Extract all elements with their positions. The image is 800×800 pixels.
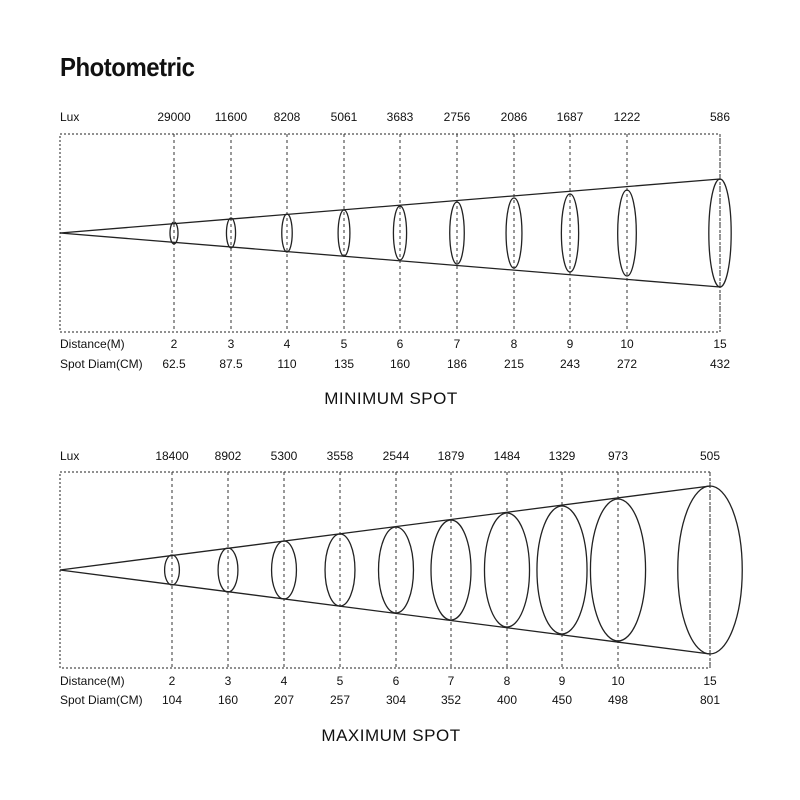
- spot-ellipse: [392, 205, 408, 261]
- spot-ellipse: [708, 178, 732, 288]
- distance-value: 9: [567, 337, 574, 351]
- lux-value: 2756: [444, 110, 471, 124]
- lux-value: 8208: [274, 110, 301, 124]
- panel-caption: MINIMUM SPOT: [324, 389, 458, 408]
- spot-ellipse: [483, 512, 531, 628]
- lux-value: 1484: [494, 449, 521, 463]
- spot-diam-value: 104: [162, 693, 182, 707]
- spot-diam-value: 304: [386, 693, 406, 707]
- beam-lower-edge: [59, 232, 721, 288]
- distance-value: 2: [171, 337, 178, 351]
- spot-diam-value: 87.5: [219, 357, 243, 371]
- lux-value: 5061: [331, 110, 358, 124]
- spot-diam-value: 400: [497, 693, 517, 707]
- spot-diam-value: 62.5: [162, 357, 186, 371]
- lux-value: 3683: [387, 110, 414, 124]
- spot-diam-value: 272: [617, 357, 637, 371]
- spot-diam-value: 186: [447, 357, 467, 371]
- spot-diam-value: 450: [552, 693, 572, 707]
- spot-diam-value: 432: [710, 357, 730, 371]
- distance-value: 7: [448, 674, 455, 688]
- distance-label: Distance(M): [60, 674, 125, 688]
- page-title: Photometric: [60, 52, 195, 82]
- lux-value: 8902: [215, 449, 242, 463]
- spot-ellipse: [169, 221, 179, 245]
- distance-value: 10: [620, 337, 634, 351]
- spot-ellipse: [505, 197, 523, 269]
- distance-value: 15: [713, 337, 727, 351]
- spot-diam-value: 352: [441, 693, 461, 707]
- distance-value: 3: [225, 674, 232, 688]
- lux-value: 973: [608, 449, 628, 463]
- spot-ellipse: [217, 547, 239, 593]
- spot-ellipse: [324, 533, 356, 607]
- spot-diam-value: 110: [277, 357, 296, 371]
- panel-caption: MAXIMUM SPOT: [321, 726, 460, 745]
- spot-ellipse: [536, 505, 588, 635]
- distance-value: 6: [393, 674, 400, 688]
- panel-frame: [59, 471, 711, 669]
- lux-value: 18400: [155, 449, 189, 463]
- spot-ellipse: [377, 526, 415, 614]
- spot-diam-value: 207: [274, 693, 294, 707]
- spot-ellipse: [430, 519, 472, 621]
- lux-value: 2544: [383, 449, 410, 463]
- beam-upper-edge: [59, 485, 711, 571]
- lux-value: 11600: [215, 110, 248, 124]
- distance-value: 9: [559, 674, 566, 688]
- spot-ellipse: [677, 485, 743, 655]
- distance-value: 8: [511, 337, 518, 351]
- distance-value: 8: [504, 674, 511, 688]
- spot-ellipse: [449, 201, 465, 265]
- distance-value: 3: [228, 337, 235, 351]
- beam-lower-edge: [59, 569, 711, 655]
- spot-ellipse: [270, 540, 298, 600]
- distance-value: 7: [454, 337, 461, 351]
- spot-diam-value: 215: [504, 357, 524, 371]
- lux-value: 29000: [157, 110, 191, 124]
- lux-value: 1879: [438, 449, 465, 463]
- lux-value: 1329: [549, 449, 576, 463]
- beam-upper-edge: [59, 178, 721, 234]
- spot-ellipse: [560, 193, 580, 273]
- lux-value: 505: [700, 449, 720, 463]
- distance-label: Distance(M): [60, 337, 125, 351]
- spot-ellipse: [589, 498, 647, 642]
- spot-diam-label: Spot Diam(CM): [60, 693, 143, 707]
- lux-value: 1687: [557, 110, 584, 124]
- spot-diam-value: 243: [560, 357, 580, 371]
- lux-label: Lux: [60, 449, 79, 463]
- minimum-spot-panel: Lux Distance(M) Spot Diam(CM) 29000 2 62.5 116…: [59, 110, 732, 408]
- distance-value: 4: [284, 337, 291, 351]
- lux-value: 5300: [271, 449, 298, 463]
- spot-diam-value: 135: [334, 357, 354, 371]
- spot-ellipse: [163, 554, 181, 586]
- distance-value: 15: [703, 674, 717, 688]
- spot-diam-value: 257: [330, 693, 350, 707]
- lux-value: 3558: [327, 449, 354, 463]
- spot-diam-value: 801: [700, 693, 720, 707]
- lux-value: 2086: [501, 110, 528, 124]
- distance-value: 5: [341, 337, 348, 351]
- distance-value: 4: [281, 674, 288, 688]
- lux-label: Lux: [60, 110, 79, 124]
- panel-frame: [59, 133, 721, 333]
- distance-value: 2: [169, 674, 176, 688]
- distance-value: 6: [397, 337, 404, 351]
- spot-ellipse: [337, 209, 351, 257]
- spot-diam-value: 160: [218, 693, 238, 707]
- spot-ellipse: [281, 213, 293, 253]
- distance-value: 10: [611, 674, 625, 688]
- spot-diam-value: 160: [390, 357, 410, 371]
- spot-ellipse: [617, 189, 637, 277]
- lux-value: 1222: [614, 110, 641, 124]
- spot-diam-label: Spot Diam(CM): [60, 357, 143, 371]
- lux-value: 586: [710, 110, 730, 124]
- spot-ellipse: [225, 217, 237, 249]
- distance-value: 5: [337, 674, 344, 688]
- spot-diam-value: 498: [608, 693, 628, 707]
